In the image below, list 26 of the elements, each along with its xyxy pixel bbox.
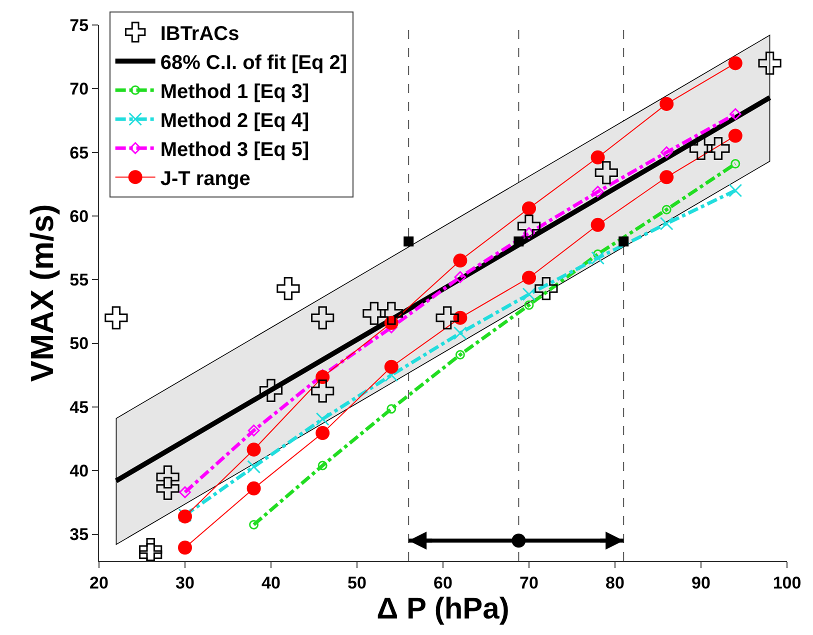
y-tick-label: 75 xyxy=(70,16,89,35)
y-tick-label: 35 xyxy=(70,525,89,544)
x-tick-label: 20 xyxy=(90,573,108,592)
y-tick-label: 40 xyxy=(70,462,89,481)
x-tick-label: 100 xyxy=(772,573,802,592)
legend-label: Method 3 [Eq 5] xyxy=(160,138,310,161)
legend-label: Method 2 [Eq 4] xyxy=(160,110,310,132)
legend-label: IBTrACs xyxy=(160,22,240,45)
y-tick-label: 65 xyxy=(70,143,89,162)
y-tick-label: 45 xyxy=(70,398,89,417)
x-tick-label: 80 xyxy=(606,573,624,592)
legend-label: J-T range xyxy=(160,168,250,190)
x-tick-label: 60 xyxy=(434,573,452,592)
x-tick-label: 30 xyxy=(176,573,194,592)
y-tick-label: 60 xyxy=(70,206,89,226)
y-tick-label: 70 xyxy=(70,80,89,99)
x-tick-label: 40 xyxy=(262,573,280,592)
legend-label: 68% C.I. of fit [Eq 2] xyxy=(160,52,348,74)
x-tick-label: 70 xyxy=(520,573,538,592)
legend-label: Method 1 [Eq 3] xyxy=(160,80,310,103)
y-axis-title: VMAX (m/s) xyxy=(24,204,60,382)
x-tick-label: 50 xyxy=(348,573,366,592)
x-axis-title: Δ P (hPa) xyxy=(376,592,510,626)
x-tick-label: 90 xyxy=(692,573,710,592)
y-tick-label: 55 xyxy=(70,270,89,290)
y-tick-label: 50 xyxy=(70,334,89,354)
